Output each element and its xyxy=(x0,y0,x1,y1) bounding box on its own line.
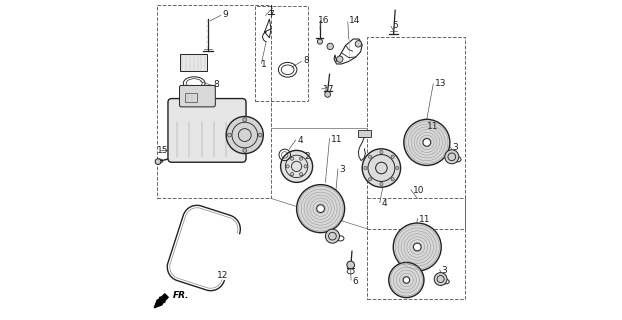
Circle shape xyxy=(243,118,247,122)
Circle shape xyxy=(396,166,399,170)
Text: 5: 5 xyxy=(392,21,398,30)
Bar xyxy=(255,6,308,101)
Text: 2: 2 xyxy=(304,152,310,161)
Circle shape xyxy=(355,41,361,47)
Text: 8: 8 xyxy=(213,80,219,89)
Circle shape xyxy=(327,43,333,50)
Circle shape xyxy=(304,165,307,168)
Circle shape xyxy=(362,149,401,187)
Circle shape xyxy=(299,172,303,176)
Text: 1: 1 xyxy=(261,60,267,68)
FancyBboxPatch shape xyxy=(168,99,246,162)
Circle shape xyxy=(226,116,263,154)
Text: 3: 3 xyxy=(452,143,458,152)
Bar xyxy=(157,5,271,198)
Circle shape xyxy=(364,166,367,170)
Circle shape xyxy=(155,159,161,164)
Bar xyxy=(367,198,465,299)
Text: 14: 14 xyxy=(350,16,361,25)
Text: 9: 9 xyxy=(222,10,228,19)
Circle shape xyxy=(380,182,383,186)
Circle shape xyxy=(325,92,330,97)
Text: 12: 12 xyxy=(216,271,228,280)
Circle shape xyxy=(403,277,409,283)
Circle shape xyxy=(445,150,459,164)
Text: 4: 4 xyxy=(297,136,303,145)
Circle shape xyxy=(393,223,441,271)
Text: 6: 6 xyxy=(353,277,358,286)
Polygon shape xyxy=(157,294,168,304)
Bar xyxy=(367,37,465,229)
Circle shape xyxy=(258,133,262,137)
Circle shape xyxy=(389,262,424,298)
Circle shape xyxy=(337,56,343,62)
Circle shape xyxy=(434,273,447,285)
Circle shape xyxy=(325,229,340,243)
Circle shape xyxy=(297,185,345,233)
Text: 11: 11 xyxy=(331,135,342,144)
Circle shape xyxy=(317,205,325,212)
Circle shape xyxy=(404,119,450,165)
Circle shape xyxy=(228,133,231,137)
Circle shape xyxy=(368,178,372,181)
Circle shape xyxy=(391,155,394,158)
Circle shape xyxy=(423,139,430,146)
Circle shape xyxy=(290,157,294,160)
Text: 7: 7 xyxy=(268,10,274,19)
Text: 8: 8 xyxy=(303,56,309,65)
Bar xyxy=(358,130,371,137)
Circle shape xyxy=(380,150,383,154)
Circle shape xyxy=(299,157,303,160)
Text: 4: 4 xyxy=(381,199,387,208)
Text: 13: 13 xyxy=(435,79,447,88)
Circle shape xyxy=(243,148,247,152)
Circle shape xyxy=(414,243,421,251)
Text: 3: 3 xyxy=(442,266,447,275)
FancyBboxPatch shape xyxy=(180,85,215,107)
Text: 17: 17 xyxy=(323,85,335,94)
Bar xyxy=(185,93,197,102)
Text: 3: 3 xyxy=(339,165,345,174)
Circle shape xyxy=(347,261,355,269)
Text: 15: 15 xyxy=(157,146,169,155)
Circle shape xyxy=(391,178,394,181)
Circle shape xyxy=(317,39,323,44)
Circle shape xyxy=(290,172,294,176)
Circle shape xyxy=(368,155,372,158)
Bar xyxy=(180,54,207,71)
Text: 10: 10 xyxy=(413,186,424,195)
Text: FR.: FR. xyxy=(173,291,190,300)
Text: 16: 16 xyxy=(318,16,330,25)
Text: 11: 11 xyxy=(427,122,439,131)
Polygon shape xyxy=(154,300,162,308)
Circle shape xyxy=(286,165,289,168)
Circle shape xyxy=(281,150,313,182)
Text: 11: 11 xyxy=(419,215,430,224)
